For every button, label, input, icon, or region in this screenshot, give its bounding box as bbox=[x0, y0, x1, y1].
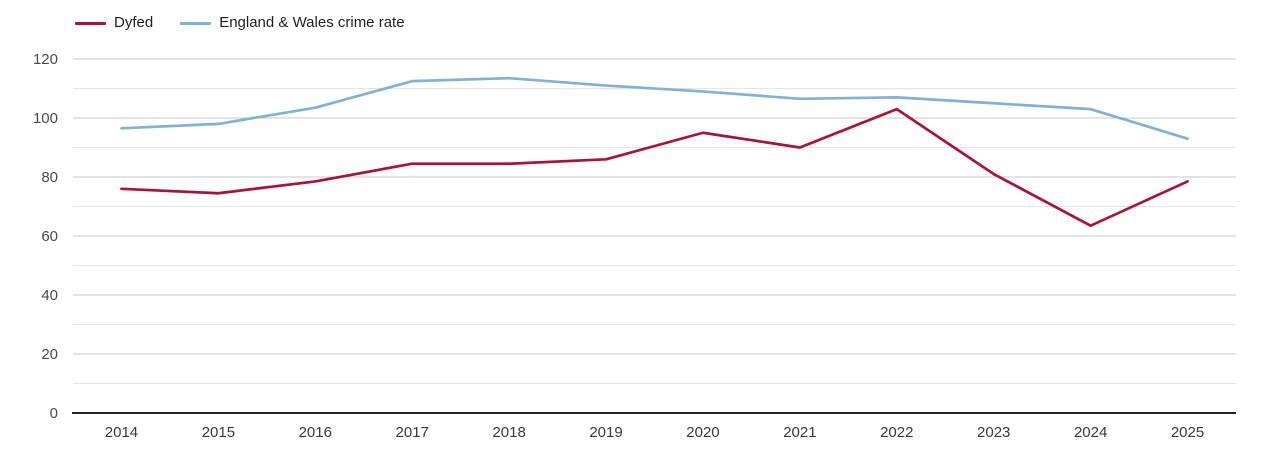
x-axis-tick-label: 2023 bbox=[977, 424, 1010, 441]
chart-legend: Dyfed England & Wales crime rate bbox=[75, 14, 405, 32]
x-axis-tick-label: 2018 bbox=[492, 424, 525, 441]
series-line-england-wales-crime-rate[interactable] bbox=[120, 76, 1189, 140]
y-axis-tick-label: 60 bbox=[41, 228, 58, 245]
legend-item-england-wales-crime-rate: England & Wales crime rate bbox=[180, 14, 405, 32]
y-axis-tick-label: 80 bbox=[41, 169, 58, 186]
y-axis-tick-label: 20 bbox=[41, 346, 58, 363]
x-axis-tick-label: 2015 bbox=[202, 424, 235, 441]
legend-label: Dyfed bbox=[114, 14, 154, 31]
x-axis-tick-label: 2017 bbox=[396, 424, 429, 441]
y-axis-tick-label: 120 bbox=[33, 51, 58, 68]
y-axis-tick-label: 40 bbox=[41, 287, 58, 304]
x-axis-tick-label: 2022 bbox=[880, 424, 913, 441]
legend-item-dyfed: Dyfed bbox=[75, 14, 153, 32]
x-axis-tick-label: 2019 bbox=[589, 424, 622, 441]
y-axis-tick-label: 0 bbox=[50, 405, 58, 422]
legend-line-swatch-icon bbox=[75, 21, 106, 25]
legend-line-swatch-icon bbox=[180, 21, 212, 25]
series-line-dyfed[interactable] bbox=[120, 107, 1189, 228]
x-axis-tick-label: 2020 bbox=[686, 424, 719, 441]
x-axis-tick-label: 2024 bbox=[1074, 424, 1107, 441]
x-axis-tick-label: 2016 bbox=[299, 424, 332, 441]
x-axis-tick-label: 2021 bbox=[783, 424, 816, 441]
y-axis-tick-label: 100 bbox=[33, 110, 58, 127]
legend-label: England & Wales crime rate bbox=[219, 14, 405, 31]
x-axis-tick-label: 2025 bbox=[1171, 424, 1204, 441]
x-axis-tick-label: 2014 bbox=[105, 424, 138, 441]
